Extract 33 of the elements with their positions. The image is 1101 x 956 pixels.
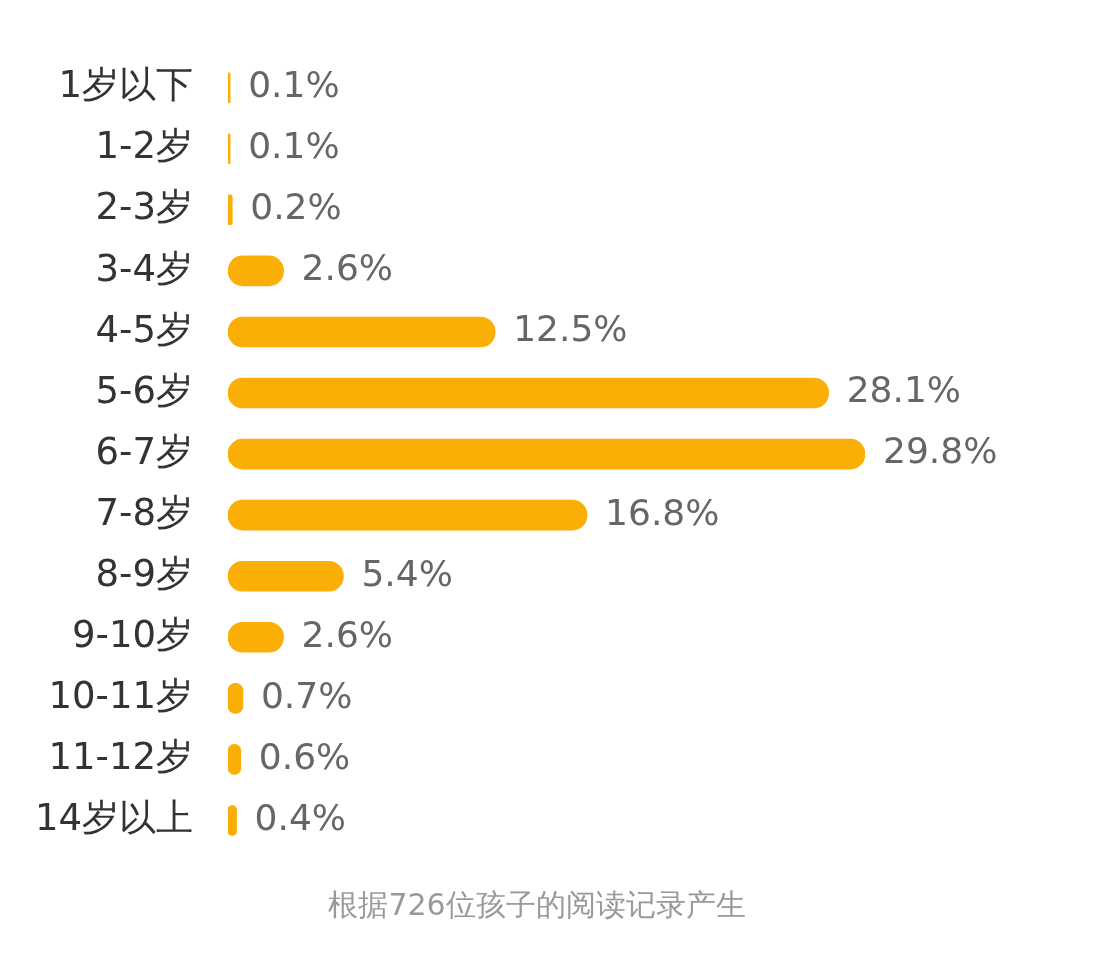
data-label: 0.6% — [258, 735, 351, 777]
y-tick-label: 6-7岁 — [95, 429, 193, 473]
bar — [228, 499, 588, 531]
data-label: 28.1% — [846, 369, 962, 411]
y-tick-label: 8-9岁 — [95, 551, 193, 595]
data-label: 2.6% — [301, 247, 394, 289]
y-tick-label: 9-10岁 — [72, 612, 193, 656]
y-tick-label: 2-3岁 — [95, 185, 193, 229]
y-tick-label: 1岁以下 — [58, 63, 193, 107]
data-label: 29.8% — [883, 430, 998, 472]
y-tick-label: 4-5岁 — [95, 307, 193, 351]
data-label: 2.6% — [301, 613, 394, 655]
data-label: 12.5% — [513, 308, 628, 350]
data-label: 16.8% — [605, 491, 720, 533]
data-label: 5.4% — [361, 552, 453, 594]
y-tick-label: 5-6岁 — [95, 368, 193, 412]
text: 根据726位孩子的阅读记录产生 — [328, 886, 746, 922]
bar — [228, 316, 496, 348]
data-label: 0.1% — [248, 125, 340, 167]
bar — [228, 560, 344, 592]
data-label: 0.4% — [254, 796, 347, 838]
y-tick-label: 11-12岁 — [48, 735, 193, 779]
y-tick-label: 14岁以上 — [34, 796, 193, 840]
y-tick-label: 10-11岁 — [48, 673, 193, 717]
y-tick-label: 7-8岁 — [95, 490, 193, 534]
bar — [228, 438, 865, 470]
data-label: 0.7% — [260, 674, 353, 716]
data-label: 0.2% — [250, 186, 342, 228]
bar — [228, 194, 233, 226]
y-tick-label: 3-4岁 — [95, 246, 193, 290]
y-tick-label: 1-2岁 — [95, 124, 193, 168]
bar — [228, 377, 829, 409]
data-label: 0.1% — [248, 64, 340, 106]
